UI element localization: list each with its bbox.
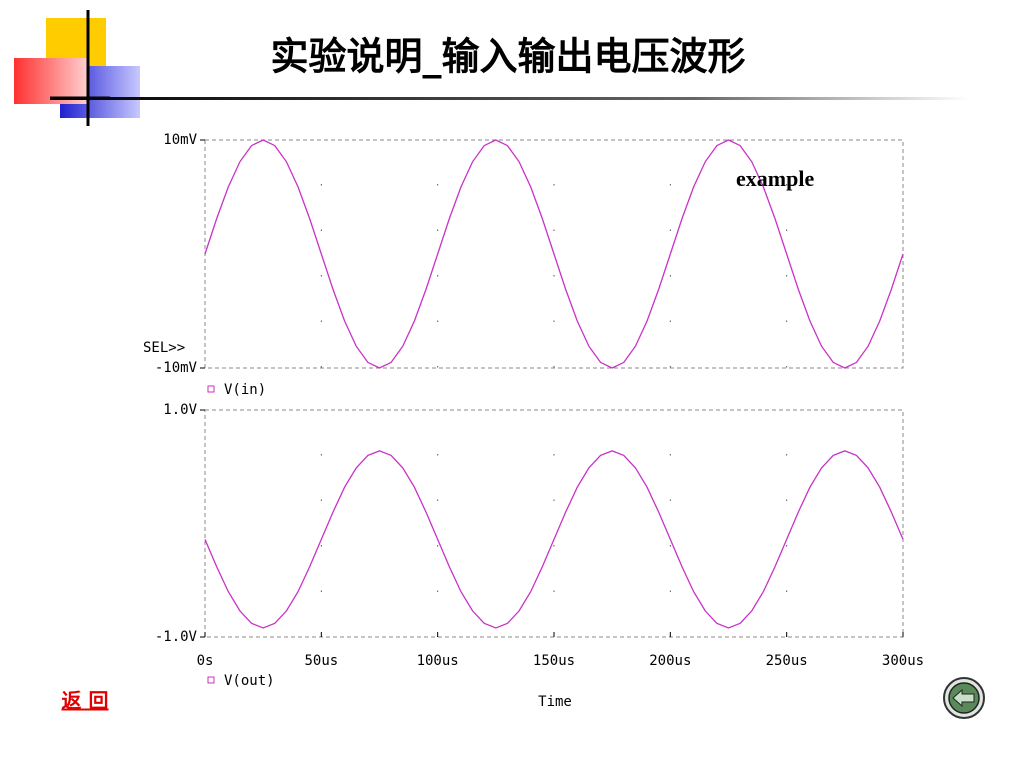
x-tick-label: 150us [533,653,575,669]
title-rule [50,97,970,100]
x-tick-label: 50us [304,653,338,669]
series-line [204,450,904,629]
x-tick-label: 200us [649,653,691,669]
x-axis-label: Time [538,694,572,710]
plot-frame [204,409,904,638]
series-line [204,139,904,369]
legend-swatch [207,385,215,393]
y-tick-label: 1.0V [163,402,197,418]
annotation: example [736,166,814,191]
x-tick-label: 100us [417,653,459,669]
legend-label: V(out) [224,673,275,689]
y-tick-label: -1.0V [155,629,198,645]
x-tick-label: 0s [197,653,214,669]
y-tick-label: 10mV [163,132,197,148]
x-tick-label: 250us [766,653,808,669]
return-link[interactable]: 返 回 [62,689,109,713]
logo [14,10,140,126]
slide-title: 实验说明_输入输出电压波形 [270,34,745,79]
y-tick-label: -10mV [155,360,198,376]
legend-swatch [207,676,215,684]
cursor-label: SEL>> [143,340,185,356]
back-button[interactable] [943,677,985,719]
legend-label: V(in) [224,382,266,398]
x-tick-label: 300us [882,653,924,669]
